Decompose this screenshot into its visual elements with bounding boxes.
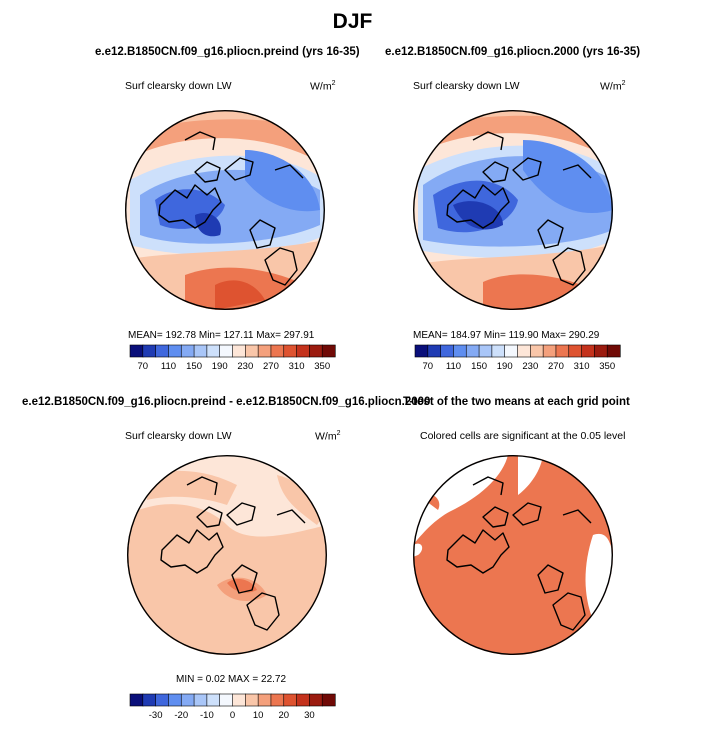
colorbar-swatch (206, 693, 221, 707)
colorbar-swatch (180, 693, 195, 707)
colorbar-swatch (232, 344, 246, 358)
colorbar-swatch (180, 344, 195, 358)
colorbar-swatch (321, 344, 336, 358)
colorbar-swatch (321, 693, 336, 707)
panel-title-top-left: e.e12.B1850CN.f09_g16.pliocn.preind (yrs… (95, 46, 360, 58)
colorbar-tick-label: -10 (200, 710, 214, 721)
colorbar-swatch (309, 344, 323, 358)
variable-label-top-right: Surf clearsky down LW (413, 80, 520, 92)
figure-title: DJF (332, 10, 373, 33)
colorbar-swatch (530, 344, 544, 358)
colorbar-tick-label: 110 (445, 361, 462, 372)
panel-title-bottom-right: T-test of the two means at each grid poi… (403, 396, 630, 408)
colorbar-swatch (142, 344, 157, 358)
colorbar-swatch (309, 693, 323, 707)
units-label-top-right: W/m2 (600, 80, 626, 93)
colorbar-swatch (245, 344, 259, 358)
colorbar-tick-label: 310 (573, 361, 590, 372)
colorbar-swatch (478, 344, 493, 358)
colorbar-swatch (232, 693, 246, 707)
colorbar-tick-label: 150 (186, 361, 202, 372)
variable-label-top-left: Surf clearsky down LW (125, 80, 232, 92)
colorbar-tick-label: 270 (548, 361, 564, 372)
colorbar-swatch (219, 693, 234, 707)
colorbar-swatch (606, 344, 621, 358)
units-label-bottom-left: W/m2 (315, 430, 341, 443)
colorbar-swatch (414, 344, 429, 358)
colorbar-tick-label: 230 (522, 361, 539, 372)
colorbar-swatch (296, 693, 310, 707)
colorbar-tick-label: 30 (304, 710, 315, 721)
colorbar-tick-label: 10 (252, 710, 264, 721)
colorbar-swatch (219, 344, 234, 358)
colorbar-tick-label: -30 (148, 710, 163, 721)
colorbar-swatch (517, 344, 531, 358)
colorbar-tick-label: 230 (237, 361, 254, 372)
colorbar-swatch (155, 344, 170, 358)
colorbar-swatch (283, 344, 298, 358)
polar-map-preind (125, 110, 325, 310)
units-label-top-left: W/m2 (310, 80, 336, 93)
stats-top-left: MEAN= 192.78 Min= 127.11 Max= 297.91 (128, 330, 315, 341)
colorbar-swatch (257, 693, 272, 707)
colorbar-swatch (504, 344, 519, 358)
colorbar-tick-label: 270 (263, 361, 279, 372)
colorbar-tick-label: 20 (278, 710, 290, 721)
colorbar-swatch (193, 344, 208, 358)
colorbar-top-left (129, 344, 336, 358)
colorbar-tick-label: 0 (229, 710, 236, 721)
colorbar-swatch (168, 693, 182, 707)
colorbar-swatch (193, 693, 208, 707)
colorbar-swatch (142, 693, 157, 707)
colorbar-swatch (168, 344, 182, 358)
colorbar-tick-label: 110 (160, 361, 177, 372)
colorbar-tick-label: -20 (174, 710, 189, 721)
stats-bottom-left: MIN = 0.02 MAX = 22.72 (176, 674, 287, 685)
colorbar-tick-label: 70 (422, 361, 434, 372)
colorbar-swatch (155, 693, 170, 707)
colorbar-swatch (542, 344, 557, 358)
colorbar-swatch (206, 344, 221, 358)
variable-label-bottom-left: Surf clearsky down LW (125, 430, 232, 442)
stats-top-right: MEAN= 184.97 Min= 119.90 Max= 290.29 (413, 330, 600, 341)
colorbar-tick-label: 70 (137, 361, 149, 372)
colorbar-tick-label: 310 (288, 361, 305, 372)
colorbar-swatch (440, 344, 455, 358)
significance-note: Colored cells are significant at the 0.0… (420, 430, 626, 442)
panel-title-top-right: e.e12.B1850CN.f09_g16.pliocn.2000 (yrs 1… (385, 46, 641, 58)
colorbar-swatch (270, 693, 285, 707)
panel-title-bottom-left: e.e12.B1850CN.f09_g16.pliocn.preind - e.… (22, 396, 431, 408)
colorbar-tick-label: 190 (211, 361, 228, 372)
colorbar-swatch (257, 344, 272, 358)
polar-map-difference (127, 455, 327, 655)
colorbar-swatch (129, 693, 144, 707)
colorbar-swatch (581, 344, 595, 358)
colorbar-bottom-left (129, 693, 336, 707)
colorbar-swatch (245, 693, 259, 707)
colorbar-swatch (568, 344, 583, 358)
colorbar-tick-label: 190 (496, 361, 513, 372)
colorbar-swatch (427, 344, 442, 358)
colorbar-swatch (283, 693, 298, 707)
polar-map-2000 (413, 110, 613, 310)
colorbar-top-right (414, 344, 621, 358)
colorbar-swatch (129, 344, 144, 358)
colorbar-tick-label: 350 (314, 361, 331, 372)
colorbar-swatch (491, 344, 506, 358)
polar-map-ttest (413, 455, 613, 655)
colorbar-tick-label: 350 (599, 361, 616, 372)
colorbar-swatch (296, 344, 310, 358)
colorbar-swatch (453, 344, 467, 358)
colorbar-swatch (465, 344, 480, 358)
colorbar-swatch (270, 344, 285, 358)
colorbar-swatch (594, 344, 608, 358)
colorbar-tick-label: 150 (471, 361, 487, 372)
colorbar-swatch (555, 344, 570, 358)
